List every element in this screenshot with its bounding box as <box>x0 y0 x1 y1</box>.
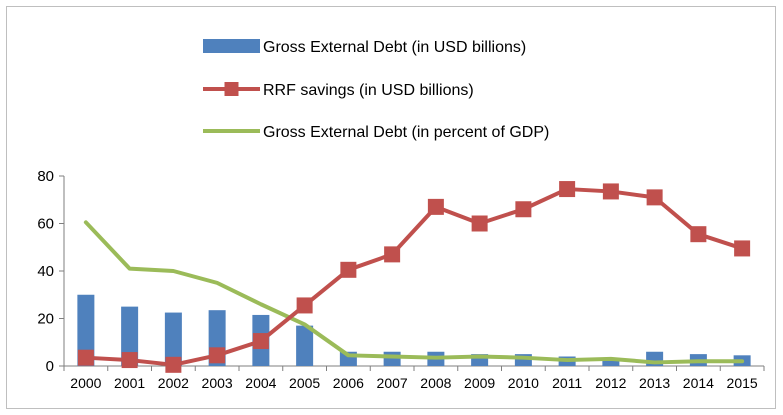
axes: 0 20 40 60 80 <box>37 168 765 375</box>
y-tick-label: 80 <box>37 168 54 185</box>
bar <box>602 360 620 366</box>
debt-percent-gdp-line <box>83 220 745 365</box>
bar <box>121 306 139 366</box>
bar <box>164 312 182 366</box>
bar <box>77 294 95 366</box>
x-tick-label: 2010 <box>508 375 539 391</box>
x-tick-label: 2014 <box>683 375 714 391</box>
bar <box>471 354 489 366</box>
x-tick-label: 2003 <box>202 375 233 391</box>
x-tick-label: 2009 <box>464 375 495 391</box>
line-series <box>77 181 751 373</box>
rrf-savings-point <box>209 347 226 364</box>
legend-swatch-marker <box>224 82 239 96</box>
legend-label: Gross External Debt (in USD billions) <box>263 39 526 56</box>
y-tick-label: 20 <box>37 311 54 328</box>
legend-label: Gross External Debt (in percent of GDP) <box>263 124 549 141</box>
rrf-savings-point <box>296 297 313 314</box>
x-tick-label: 2000 <box>70 375 101 391</box>
x-tick-label: 2008 <box>420 375 451 391</box>
x-tick-label: 2007 <box>377 375 408 391</box>
rrf-savings-point <box>734 240 751 257</box>
rrf-savings-point <box>427 198 444 215</box>
rrf-savings-point <box>471 215 488 232</box>
legend: Gross External Debt (in USD billions) RRF… <box>203 39 549 141</box>
rrf-savings-point <box>646 189 663 206</box>
x-tick-label: 2002 <box>158 375 189 391</box>
y-tick-label: 60 <box>37 216 54 233</box>
x-tick-labels: 2000 2001 2002 2003 2004 2005 2006 2007 2008 2009… <box>70 375 758 391</box>
rrf-savings-point <box>515 201 532 218</box>
rrf-savings-point <box>384 246 401 263</box>
legend-label: RRF savings (in USD billions) <box>263 82 474 99</box>
x-tick-label: 2001 <box>114 375 145 391</box>
bar <box>383 351 401 366</box>
bar <box>514 354 532 366</box>
bar-series <box>77 294 751 366</box>
bar <box>296 325 314 366</box>
x-tick-label: 2011 <box>552 375 582 391</box>
x-tick-label: 2004 <box>245 375 276 391</box>
x-tick-label: 2005 <box>289 375 320 391</box>
rrf-savings-point <box>77 349 94 366</box>
rrf-savings-point <box>252 333 269 350</box>
rrf-savings-line <box>83 187 745 367</box>
x-tick-label: 2013 <box>639 375 670 391</box>
rrf-savings-point <box>340 261 357 278</box>
rrf-savings-point <box>690 226 707 243</box>
x-tick-label: 2012 <box>595 375 626 391</box>
legend-swatch-bar <box>203 39 260 53</box>
y-tick-label: 40 <box>37 263 54 280</box>
y-tick-label: 0 <box>46 358 54 375</box>
rrf-savings-point <box>121 352 138 369</box>
rrf-savings-point <box>165 356 182 373</box>
rrf-savings-point <box>559 181 576 198</box>
x-tick-label: 2006 <box>333 375 364 391</box>
rrf-savings-point <box>602 183 619 200</box>
x-tick-label: 2015 <box>727 375 758 391</box>
